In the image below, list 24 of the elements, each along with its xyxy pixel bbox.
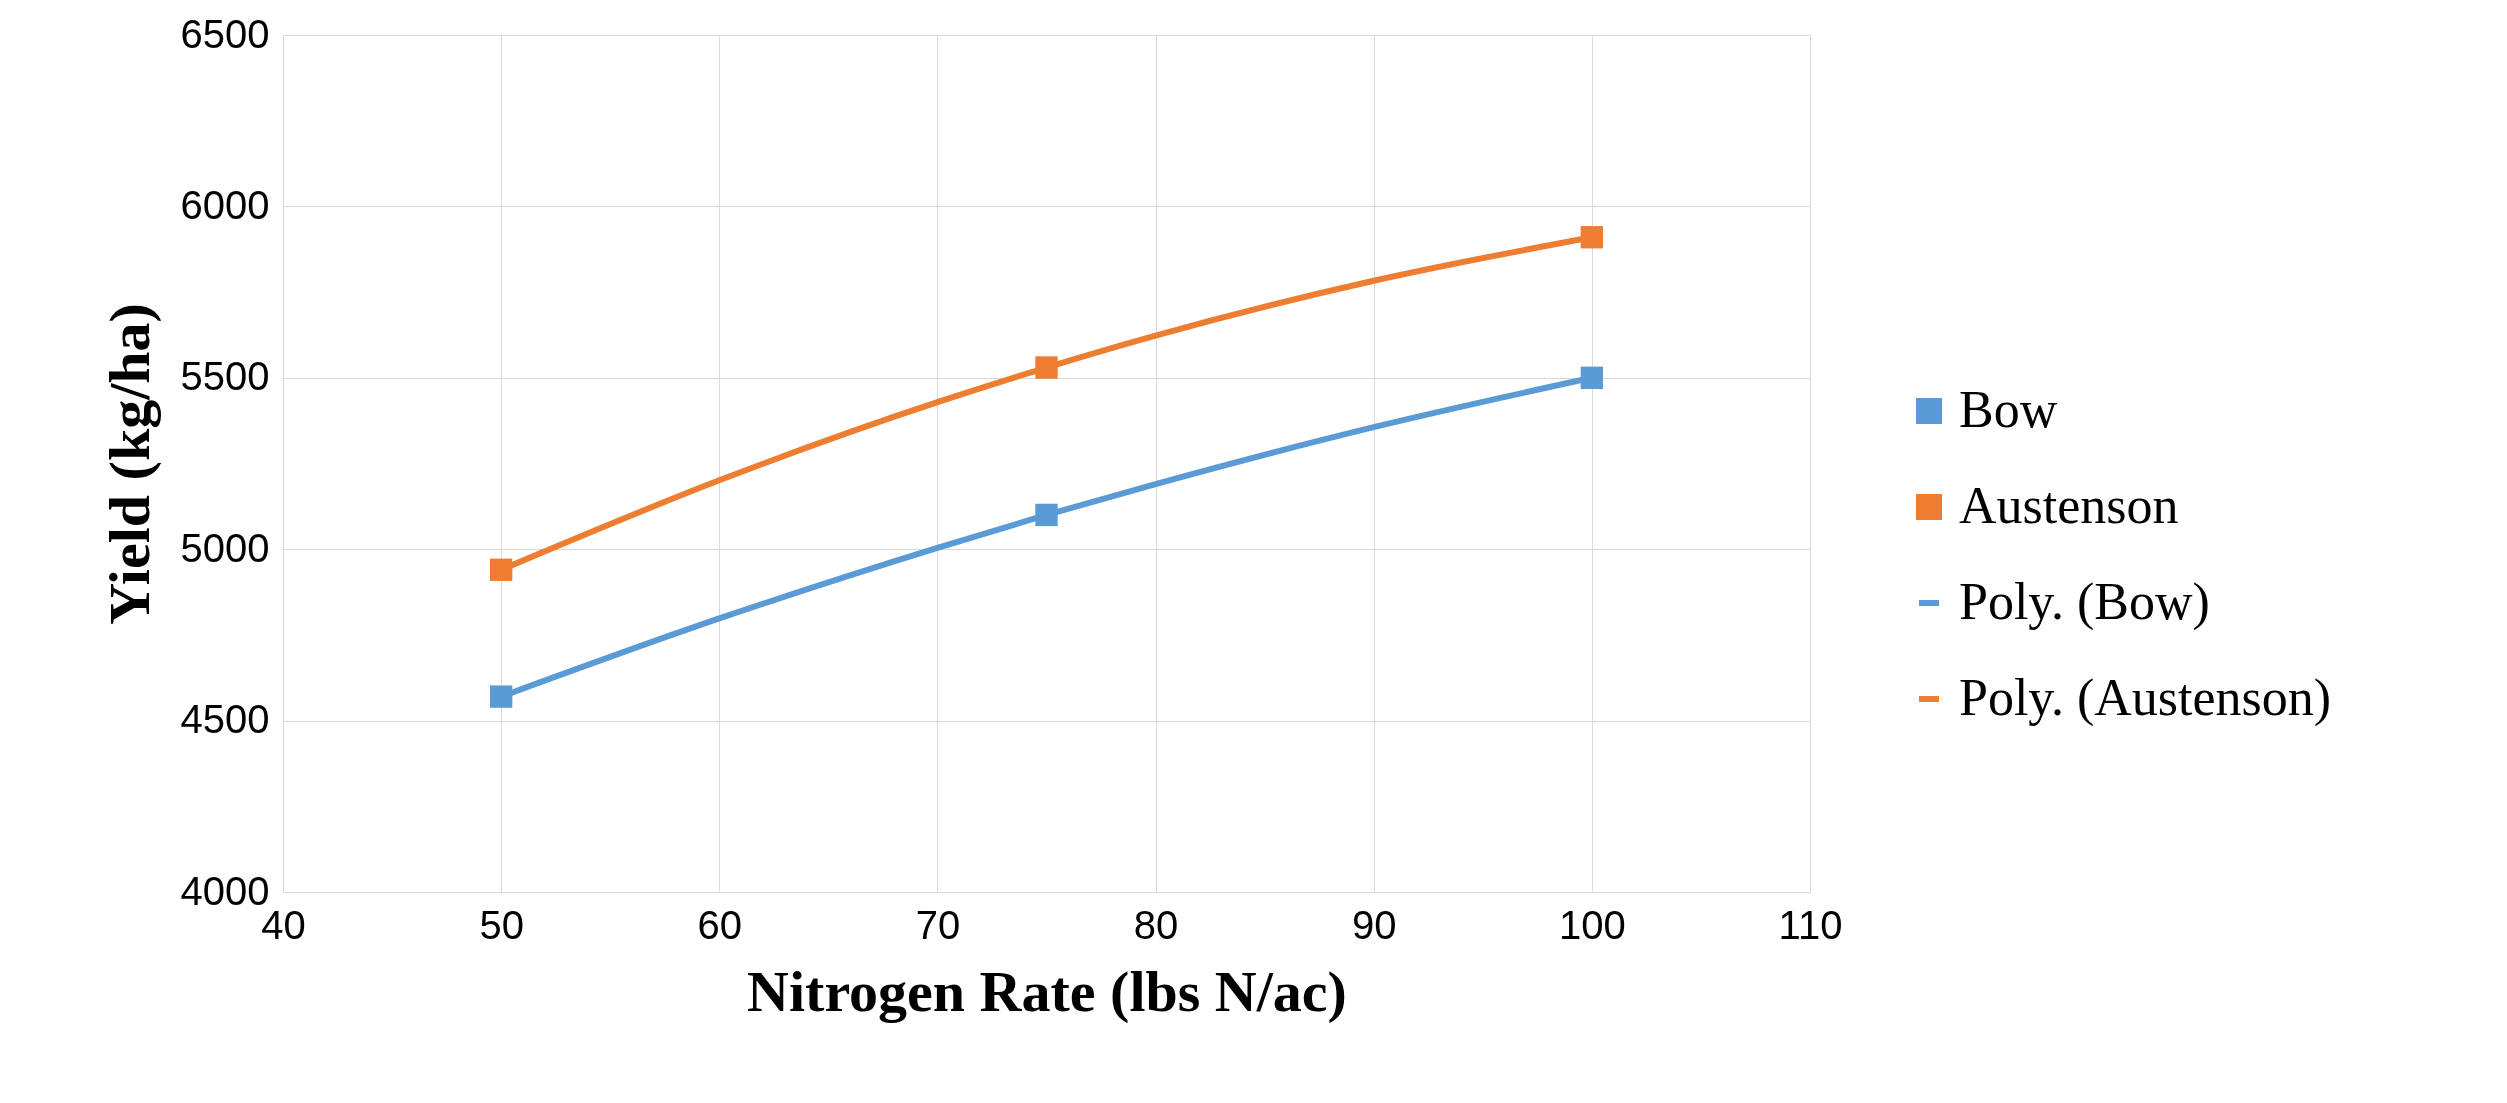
point xyxy=(489,558,513,581)
x-tick-label: 50 xyxy=(479,902,524,947)
legend-label: Austenson xyxy=(1959,477,2179,534)
point xyxy=(489,685,513,708)
legend-label: Poly. (Bow) xyxy=(1959,573,2210,631)
x-tick-label: 70 xyxy=(915,902,961,947)
y-tick-label: 6500 xyxy=(180,11,270,56)
legend-label: Poly. (Austenson) xyxy=(1959,669,2332,727)
x-tick-label: 60 xyxy=(697,902,743,947)
x-tick-label: 100 xyxy=(1558,902,1626,947)
point xyxy=(1035,356,1058,379)
y-tick-label: 5000 xyxy=(180,525,270,570)
y-tick-label: 4500 xyxy=(180,697,270,742)
point xyxy=(1035,503,1058,527)
point xyxy=(1580,366,1604,389)
y-tick-label: 5500 xyxy=(180,354,270,399)
legend-label: Bow xyxy=(1959,381,2058,438)
point xyxy=(1580,226,1604,249)
x-axis-title: Nitrogen Rate (lbs N/ac) xyxy=(747,958,1347,1024)
x-tick-label: 110 xyxy=(1778,902,1843,947)
x-tick-label: 80 xyxy=(1133,902,1179,947)
y-tick-label: 6000 xyxy=(180,182,270,227)
x-tick-label: 90 xyxy=(1351,902,1397,947)
y-axis-title: Yield (kg/ha) xyxy=(96,303,162,625)
